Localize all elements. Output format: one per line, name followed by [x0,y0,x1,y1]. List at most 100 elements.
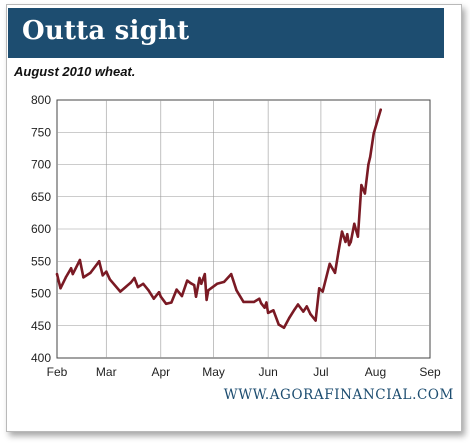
data-point [205,298,208,302]
data-point [340,230,344,233]
data-point [159,295,162,298]
data-point [288,316,291,320]
data-point [333,271,337,275]
data-point [189,282,192,285]
x-axis: Feb Mar Apr May Jun Jul Aug Sep [47,365,441,379]
title-banner: Outta sight [8,8,444,58]
data-point [222,280,226,284]
x-tick-label: Feb [47,365,68,379]
data-point [235,289,238,292]
y-tick-label: 600 [31,222,51,236]
data-point [119,290,122,293]
data-point [198,276,201,280]
data-point [293,308,296,311]
source-url[interactable]: WWW.AGORAFINANCIAL.COM [223,387,454,403]
data-point [133,276,136,280]
data-point [157,291,161,294]
y-tick-label: 650 [31,190,51,204]
data-point [142,282,145,285]
data-point [347,243,351,247]
data-point [152,297,155,300]
data-point [302,310,305,313]
data-point [369,155,372,158]
data-point [367,163,370,166]
y-tick-label: 750 [31,125,51,139]
data-point [101,274,104,277]
data-point [363,192,367,195]
data-point [71,272,75,276]
data-point [344,240,347,244]
x-tick-label: Jul [313,365,328,379]
data-point [64,276,68,279]
plot-series [55,108,383,330]
data-point [215,282,219,285]
data-point [360,183,363,187]
data-point [346,233,349,236]
data-point [193,283,196,287]
data-point [129,281,133,284]
y-tick-label: 500 [31,287,51,301]
data-point [136,285,140,289]
y-tick-label: 800 [31,93,51,107]
chart-title: Outta sight [22,16,190,46]
data-point [105,270,108,273]
data-point [321,290,324,293]
x-tick-label: Sep [419,365,441,379]
data-point [353,222,356,225]
x-tick-label: Aug [365,365,386,379]
data-point [272,309,275,312]
data-point [305,305,308,308]
y-axis: 400 450 500 550 600 650 700 750 800 [31,93,51,365]
data-point [231,278,235,281]
data-point [242,300,245,304]
chart-card [6,4,462,432]
data-point [203,272,206,276]
x-tick-label: Jun [258,365,277,379]
data-point [296,303,300,306]
x-tick-label: Mar [96,365,117,379]
data-point [328,262,331,265]
data-point [230,272,233,276]
data-point [277,323,280,326]
data-point [78,258,82,262]
y-tick-label: 550 [31,254,51,268]
data-point [309,312,312,316]
data-point [186,279,189,282]
data-point [98,260,101,263]
data-point [180,294,184,298]
data-point [372,132,375,135]
gridlines [56,99,431,359]
data-point [349,240,352,244]
data-point [194,295,198,298]
data-point [266,311,270,315]
y-tick-label: 700 [31,158,51,172]
x-tick-label: Apr [151,365,170,379]
data-point [69,267,73,270]
data-point [170,301,173,304]
data-point [200,282,203,285]
y-tick-label: 400 [31,351,51,365]
y-tick-label: 450 [31,319,51,333]
data-point [282,326,286,329]
data-point [147,289,150,292]
data-point [55,272,59,276]
data-point [258,297,261,300]
data-point [356,235,360,238]
data-point [82,276,85,279]
data-point [252,300,256,304]
data-point [207,289,210,292]
chart-subtitle: August 2010 wheat. [14,64,136,79]
data-point [265,301,268,304]
data-point [263,306,266,309]
data-point [259,302,263,305]
data-point [89,271,92,275]
data-point [175,288,178,291]
data-point [108,278,112,281]
data-point [59,287,62,290]
data-point [164,302,168,305]
x-tick-label: May [202,365,225,379]
data-point [337,250,340,253]
data-point [318,287,321,290]
series-line [55,108,383,330]
